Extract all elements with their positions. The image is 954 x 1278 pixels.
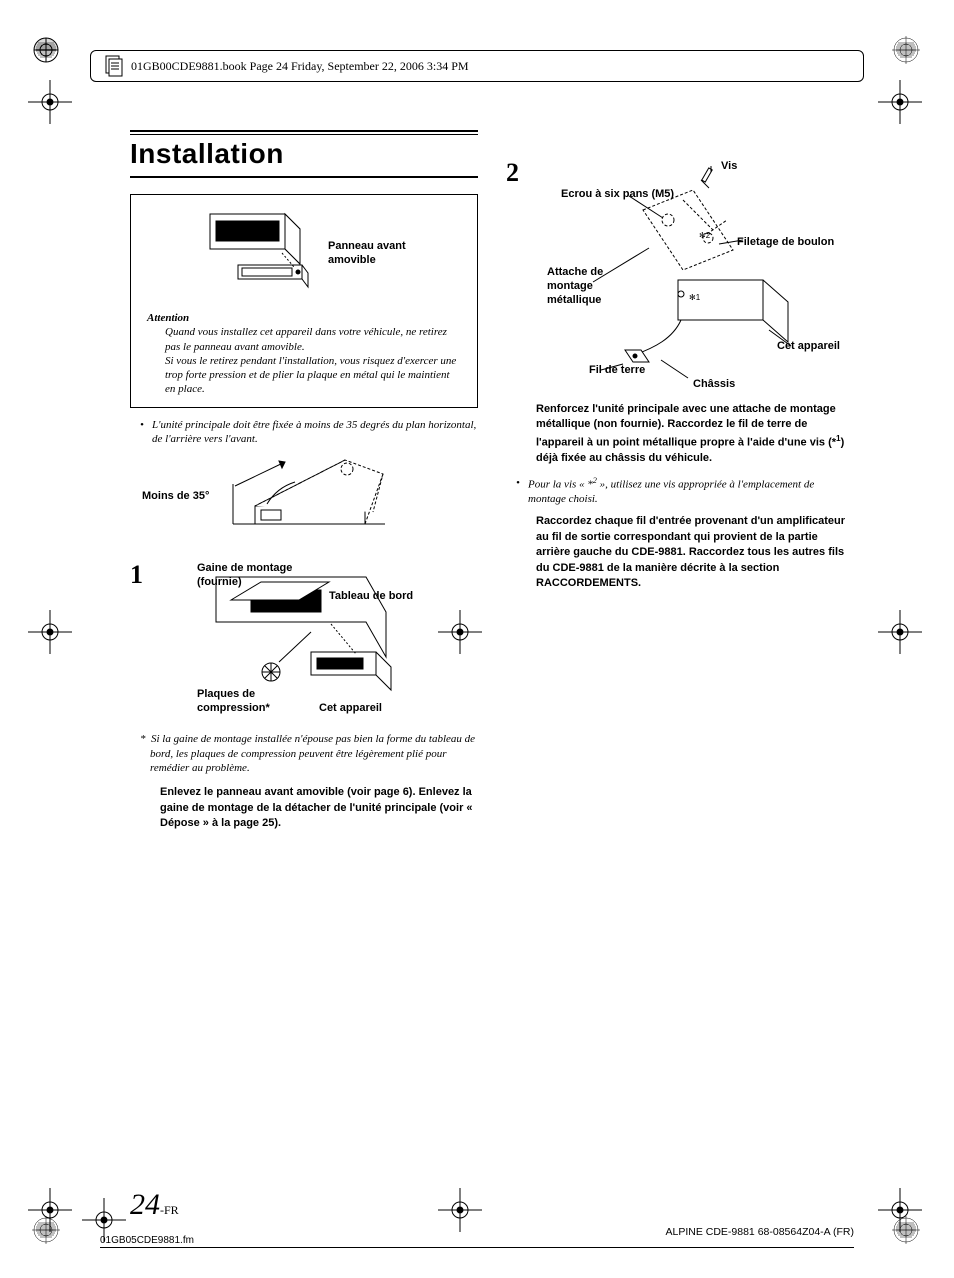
- reg-mark-tl: [32, 36, 60, 64]
- screw-note: Pour la vis « *2 », utilisez une vis app…: [506, 476, 854, 506]
- sleeve-label: Gaine de montage (fournie): [197, 562, 307, 590]
- figure-attention-box: Panneau avant amovible Attention Quand v…: [130, 194, 478, 408]
- page-number: 24-FR: [130, 1188, 179, 1222]
- footer-filename: 01GB05CDE9881.fm: [100, 1235, 194, 1246]
- reg-mark-tr: [892, 36, 920, 64]
- footnote-mark: *: [140, 733, 146, 745]
- compression-footnote: * Si la gaine de montage installée n'épo…: [140, 732, 478, 775]
- chassis-label: Châssis: [693, 378, 735, 392]
- footer-docid: ALPINE CDE-9881 68-08564Z04-A (FR): [665, 1226, 854, 1238]
- attention-line2: Si vous le retirez pendant l'installatio…: [165, 354, 461, 397]
- attention-heading: Attention: [147, 312, 189, 324]
- plates-label: Plaques de compression*: [197, 688, 287, 716]
- hexnut-label: Ecrou à six pans (M5): [561, 188, 674, 202]
- page-number-suffix: -FR: [160, 1203, 179, 1217]
- printer-header: 01GB00CDE9881.book Page 24 Friday, Septe…: [90, 50, 864, 82]
- section-title: Installation: [130, 138, 478, 170]
- step2-instr-a: Renforcez l'unité principale avec une at…: [536, 403, 836, 448]
- footer-rule: [100, 1247, 854, 1248]
- left-column: Installation: [130, 130, 478, 831]
- cross-mark: [878, 610, 922, 654]
- step2-instruction: Renforcez l'unité principale avec une at…: [536, 402, 854, 466]
- page-number-big: 24: [130, 1188, 160, 1221]
- step1-instruction: Enlevez le panneau avant amovible (voir …: [160, 785, 478, 831]
- footnote-text: Si la gaine de montage installée n'épous…: [150, 733, 475, 774]
- right-column: 2: [506, 130, 854, 831]
- step-1-number: 1: [130, 562, 143, 588]
- boltthread-label: Filetage de boulon: [737, 236, 834, 250]
- panneau-label: Panneau avant amovible: [328, 240, 418, 268]
- bracket-label: Attache de montage métallique: [547, 266, 627, 307]
- cross-mark: [28, 1188, 72, 1232]
- cross-mark: [878, 1188, 922, 1232]
- attention-line1: Quand vous installez cet appareil dans v…: [165, 325, 461, 354]
- angle-label: Moins de 35°: [142, 490, 209, 504]
- svg-text:✻2: ✻2: [699, 231, 711, 240]
- attention-note: Attention Quand vous installez cet appar…: [147, 311, 461, 397]
- unit-illustration-icon: [190, 209, 310, 299]
- step-2-number: 2: [506, 160, 519, 186]
- book-icon: [105, 55, 123, 77]
- screw-label: Vis: [721, 160, 737, 174]
- printer-header-text: 01GB00CDE9881.book Page 24 Friday, Septe…: [131, 59, 469, 74]
- dashboard-label: Tableau de bord: [329, 590, 413, 604]
- cross-mark: [878, 80, 922, 124]
- angle-illustration-icon: [225, 454, 395, 538]
- cross-mark: [28, 610, 72, 654]
- unit-label-1: Cet appareil: [319, 702, 382, 716]
- step3-instruction: Raccordez chaque fil d'entrée provenant …: [536, 514, 854, 591]
- step1-instr-a: Enlevez le panneau avant amovible (voir …: [160, 786, 416, 798]
- page-content: Installation: [130, 130, 854, 1208]
- svg-text:✻1: ✻1: [689, 293, 701, 302]
- screw-note-a: Pour la vis « *: [528, 479, 593, 491]
- angle-note: L'unité principale doit être fixée à moi…: [130, 418, 478, 447]
- cross-mark: [28, 80, 72, 124]
- unit-label-2: Cet appareil: [777, 340, 840, 354]
- ground-label: Fil de terre: [589, 364, 645, 378]
